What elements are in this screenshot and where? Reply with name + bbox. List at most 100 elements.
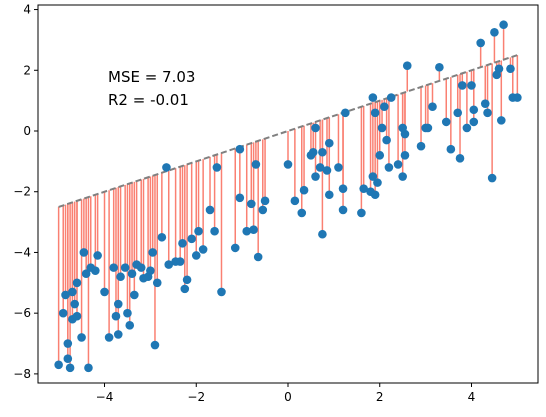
data-point: [175, 257, 185, 266]
x-tick-label: −2: [187, 390, 205, 404]
data-point: [194, 226, 203, 236]
x-axis: −4 −2 0 2 4: [96, 383, 476, 404]
data-point: [423, 123, 433, 133]
data-point: [148, 248, 157, 257]
data-point: [370, 108, 380, 118]
data-point: [212, 163, 222, 172]
x-tick-label: 0: [284, 390, 292, 404]
data-point: [65, 363, 75, 373]
data-point: [72, 311, 82, 321]
data-point: [84, 363, 93, 373]
data-point: [324, 190, 334, 200]
data-point: [235, 144, 245, 154]
data-point: [377, 123, 387, 133]
data-point: [113, 330, 123, 339]
data-point: [247, 199, 256, 209]
data-point: [152, 278, 162, 288]
data-point: [260, 196, 270, 206]
data-point: [441, 117, 451, 127]
data-point: [494, 64, 504, 74]
data-point: [338, 205, 348, 215]
data-point: [373, 178, 382, 187]
data-point: [113, 299, 123, 309]
data-point: [499, 20, 508, 30]
y-tick-label: −6: [13, 306, 31, 320]
data-point: [178, 239, 187, 248]
data-point: [370, 190, 380, 200]
mse-annotation: MSE = 7.03: [108, 68, 195, 86]
data-point: [462, 123, 472, 133]
data-point: [297, 208, 307, 218]
data-point: [384, 163, 394, 172]
data-point: [116, 272, 125, 282]
data-point: [455, 154, 465, 163]
data-point: [398, 172, 407, 181]
data-point: [311, 172, 320, 181]
data-point: [315, 163, 325, 172]
x-tick-label: 2: [376, 390, 384, 404]
data-point: [63, 354, 73, 364]
data-point: [61, 290, 70, 300]
y-tick-label: −8: [13, 367, 31, 381]
data-point: [230, 243, 240, 253]
data-point: [58, 308, 68, 318]
data-point: [393, 160, 403, 169]
y-tick-label: −2: [13, 185, 31, 199]
data-point: [308, 147, 318, 157]
data-point: [68, 287, 77, 297]
data-point: [93, 251, 102, 260]
data-point: [198, 245, 208, 254]
x-tick-label: 4: [468, 390, 476, 404]
data-point: [182, 275, 192, 285]
data-point: [136, 263, 146, 272]
data-point: [435, 62, 444, 72]
data-point: [283, 160, 293, 169]
data-point: [79, 248, 89, 257]
data-point: [210, 226, 219, 236]
data-point: [368, 93, 378, 102]
data-point: [191, 251, 201, 260]
data-point: [402, 61, 412, 71]
data-point: [242, 226, 252, 236]
data-point: [386, 93, 396, 102]
data-point: [497, 116, 506, 125]
x-tick-label: −4: [96, 390, 114, 404]
data-point: [513, 93, 522, 102]
data-point: [322, 166, 332, 175]
data-point: [72, 278, 82, 288]
data-point: [63, 339, 73, 348]
data-point: [70, 299, 79, 309]
data-point: [91, 266, 100, 275]
data-point: [123, 308, 132, 318]
data-point: [258, 205, 268, 215]
y-axis: −8 −6 −4 −2 0 2 4: [13, 3, 38, 381]
r2-annotation: R2 = -0.01: [108, 91, 189, 109]
data-point: [318, 147, 327, 157]
data-point: [368, 172, 378, 181]
data-point: [453, 108, 463, 118]
data-point: [125, 321, 135, 330]
y-tick-label: 2: [23, 63, 31, 77]
data-point: [469, 105, 479, 115]
data-point: [157, 232, 167, 242]
data-point: [476, 38, 485, 48]
data-point: [249, 225, 258, 234]
data-point: [253, 252, 263, 262]
data-point: [341, 108, 350, 118]
data-point: [480, 99, 490, 108]
data-point: [490, 28, 499, 37]
data-point: [77, 333, 86, 342]
y-tick-label: 0: [23, 124, 31, 138]
data-points: [54, 20, 522, 373]
data-point: [150, 340, 160, 350]
y-tick-label: −4: [13, 245, 31, 259]
data-point: [187, 234, 196, 244]
data-point: [146, 266, 155, 275]
data-point: [416, 141, 426, 151]
data-point: [400, 129, 410, 139]
data-point: [380, 102, 389, 112]
data-point: [318, 229, 327, 239]
data-point: [428, 102, 437, 112]
data-point: [217, 287, 226, 297]
